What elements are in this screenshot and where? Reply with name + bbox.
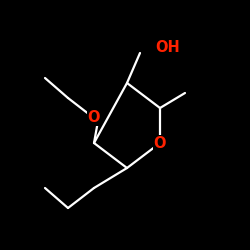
Text: O: O	[88, 110, 100, 126]
Text: O: O	[154, 136, 166, 150]
Text: OH: OH	[155, 40, 180, 54]
